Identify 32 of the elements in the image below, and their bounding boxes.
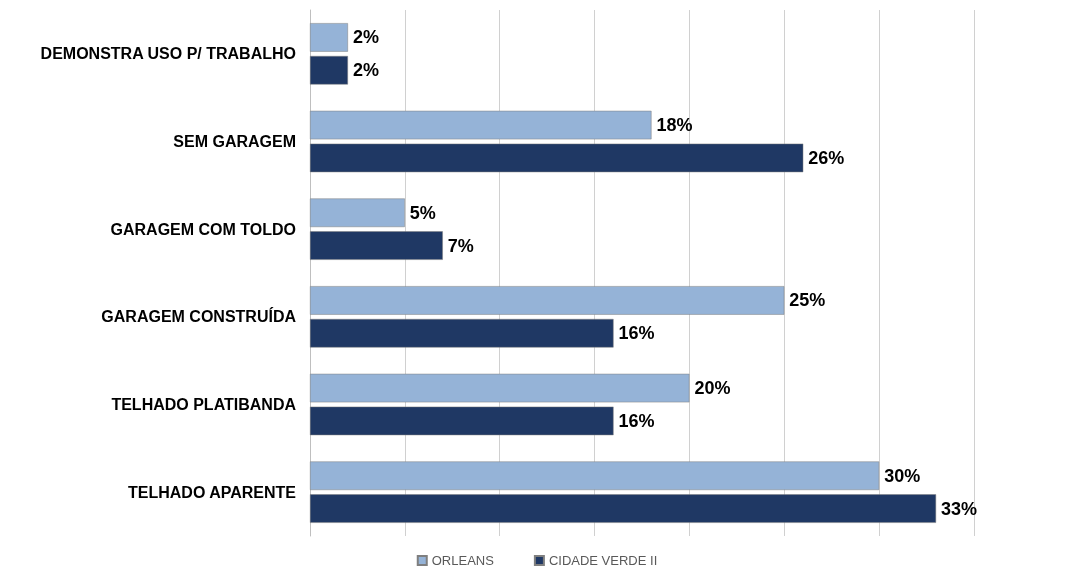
- bar: [310, 406, 614, 436]
- bar: [310, 23, 348, 52]
- legend-label: CIDADE VERDE II: [548, 553, 658, 568]
- y-tick-label: GARAGEM COM TOLDO: [110, 220, 296, 238]
- data-label: 18%: [656, 115, 693, 136]
- legend-label: ORLEANS: [431, 553, 495, 568]
- y-tick-label: TELHADO APARENTE: [128, 483, 297, 501]
- y-tick-label: GARAGEM CONSTRUÍDA: [101, 307, 297, 326]
- bar: [310, 55, 348, 85]
- data-label: 25%: [789, 290, 826, 311]
- y-tick-label: DEMONSTRA USO P/ TRABALHO: [40, 45, 296, 63]
- data-label: 2%: [352, 27, 379, 48]
- bar: [310, 143, 804, 173]
- bar: [310, 286, 785, 315]
- bar: [310, 373, 690, 403]
- data-label: 20%: [694, 378, 731, 399]
- bar: [310, 318, 614, 348]
- y-tick-label: SEM GARAGEM: [173, 133, 296, 150]
- data-label: 16%: [618, 323, 655, 344]
- data-label: 7%: [447, 235, 474, 256]
- bar: [310, 198, 405, 228]
- y-tick-label: TELHADO PLATIBANDA: [111, 396, 297, 413]
- bar: [310, 231, 443, 260]
- data-label: 30%: [884, 465, 921, 486]
- data-label: 16%: [618, 410, 655, 431]
- bar: [310, 110, 652, 140]
- data-label: 2%: [352, 60, 379, 81]
- bar: [310, 494, 937, 523]
- data-label: 5%: [409, 202, 436, 223]
- bar: [310, 461, 880, 491]
- data-label: 33%: [941, 498, 978, 519]
- data-label: 26%: [808, 147, 845, 168]
